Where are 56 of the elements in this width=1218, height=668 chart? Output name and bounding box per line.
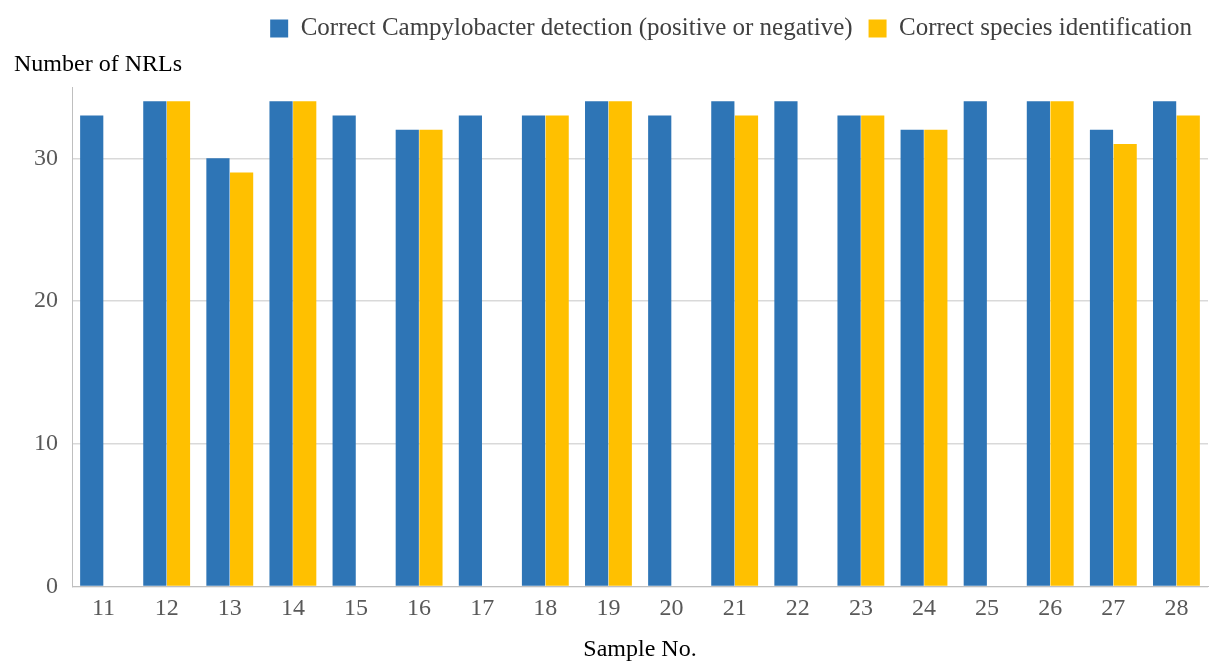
x-tick-label: 19 [596, 594, 621, 621]
x-axis-title: Sample No. [583, 634, 697, 661]
bar [585, 101, 609, 586]
x-tick-label: 20 [659, 594, 684, 621]
x-tick-label: 22 [785, 594, 810, 621]
bar [1153, 101, 1177, 586]
y-axis-title: Number of NRLs [14, 50, 182, 77]
x-tick-label: 25 [975, 594, 1000, 621]
bar [1113, 144, 1137, 586]
bar [206, 158, 230, 586]
bar [166, 101, 191, 586]
bar [230, 172, 254, 586]
bar [648, 115, 672, 586]
x-tick-label: 17 [470, 594, 495, 621]
bar [1026, 101, 1050, 586]
bar [332, 115, 356, 586]
bar [963, 101, 987, 586]
x-tick-label: 11 [92, 594, 116, 621]
x-tick-label: 23 [848, 594, 873, 621]
legend-label: Correct Campylobacter detection (positive or negative) [300, 13, 853, 42]
x-tick-label: 26 [1038, 594, 1063, 621]
bar [837, 115, 861, 586]
x-tick-label: 24 [912, 594, 936, 621]
bar [269, 101, 293, 586]
x-tick-label: 15 [344, 594, 368, 621]
bar [521, 115, 546, 586]
bar [143, 101, 167, 586]
x-tick-label: 27 [1101, 594, 1126, 621]
bar [1089, 129, 1114, 586]
bar [734, 115, 759, 586]
bar [924, 129, 948, 586]
bar [293, 101, 317, 586]
x-tick-label: 18 [533, 594, 558, 621]
y-tick-label: 30 [34, 143, 58, 170]
x-tick-label: 13 [217, 594, 242, 621]
bar [774, 101, 798, 586]
bar [1050, 101, 1074, 586]
y-tick-label: 0 [46, 571, 58, 598]
bar [458, 115, 482, 586]
bar [711, 101, 735, 586]
x-tick-label: 16 [407, 594, 432, 621]
bar [608, 101, 632, 586]
x-tick-label: 12 [154, 594, 179, 621]
y-tick-label: 20 [34, 286, 58, 313]
legend-label: Correct species identification [899, 13, 1193, 41]
bar [861, 115, 885, 586]
bar [1176, 115, 1200, 586]
bar [419, 129, 443, 586]
bar [395, 129, 419, 586]
bar [900, 129, 924, 586]
y-tick-label: 10 [34, 429, 58, 456]
x-tick-label: 21 [722, 594, 747, 621]
bar [545, 115, 569, 586]
bar [80, 115, 104, 586]
x-tick-label: 14 [280, 594, 305, 621]
x-tick-label: 28 [1164, 594, 1189, 621]
